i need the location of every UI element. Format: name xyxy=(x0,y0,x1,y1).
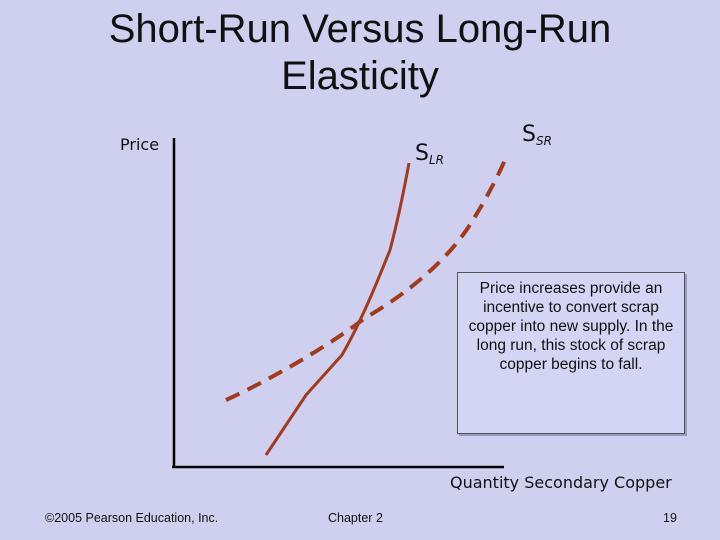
short-run-supply-label: SSR xyxy=(522,122,552,148)
long-run-supply-label-base: S xyxy=(415,141,429,166)
footer-chapter: Chapter 2 xyxy=(328,511,383,525)
slide-title: Short-Run Versus Long-Run Elasticity xyxy=(40,6,680,100)
callout-box: Price increases provide an incentive to … xyxy=(457,272,685,434)
long-run-supply-label-subscript: LR xyxy=(429,153,444,167)
long-run-supply-curve xyxy=(264,162,411,456)
short-run-supply-label-base: S xyxy=(522,122,536,147)
y-axis-label: Price xyxy=(120,135,159,154)
short-run-supply-curve xyxy=(225,159,507,402)
footer-copyright: ©2005 Pearson Education, Inc. xyxy=(45,511,219,525)
slide-title-line-1: Short-Run Versus Long-Run xyxy=(108,7,612,51)
short-run-supply-label-subscript: SR xyxy=(536,134,552,148)
slide-title-line-2: Elasticity xyxy=(281,54,439,98)
long-run-supply-label: SLR xyxy=(415,141,444,167)
x-axis-label: Quantity Secondary Copper xyxy=(450,473,672,492)
footer-page-number: 19 xyxy=(663,511,677,525)
callout-text: Price increases provide an incentive to … xyxy=(468,280,674,373)
